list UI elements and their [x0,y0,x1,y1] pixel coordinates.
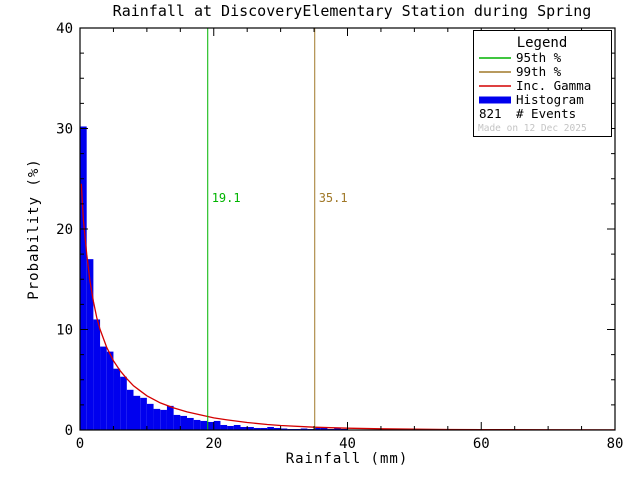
histogram-bar [240,426,248,430]
x-axis-label: Rainfall (mm) [286,451,409,467]
histogram-bar [160,409,167,430]
histogram-bar [334,428,341,430]
y-tick-label: 0 [65,423,73,439]
x-tick-label: 80 [607,436,624,452]
histogram-bar [93,319,101,430]
histogram-bar [220,424,228,430]
legend-box: Legend 95th % 99th % Inc. Gamma Histogra… [473,30,612,137]
histogram-bar [180,415,187,430]
histogram-bar [280,428,288,430]
histogram-bar [187,417,194,430]
histogram-bar [146,403,154,430]
histogram-bar [166,405,174,430]
legend-label-gamma: Inc. Gamma [516,78,591,93]
histogram-bar [260,427,268,430]
histogram-bar [133,395,141,430]
histogram-bar [213,420,221,430]
legend-label-99th: 99th % [516,64,562,79]
legend-title: Legend [517,35,568,51]
y-axis-label: Probability (%) [26,158,42,299]
legend-label-histogram: Histogram [516,92,584,107]
legend-border [473,30,612,137]
percentile-95-label: 19.1 [212,191,241,205]
histogram-bar [173,414,181,430]
histogram-bar [100,346,107,430]
axes: 0 20 40 60 80 0 10 20 30 40 [56,21,623,452]
histogram-bar [106,351,114,430]
histogram-bar [120,376,127,430]
x-tick-label: 40 [339,436,356,452]
legend-label-events: # Events [516,106,576,121]
y-tick-label: 10 [56,323,73,339]
chart-title: Rainfall at DiscoveryElementary Station … [113,2,592,20]
histogram-bar [193,419,201,430]
histogram-bar [253,427,261,430]
histogram-bars [80,126,348,431]
x-tick-label: 0 [76,436,84,452]
histogram-bar [126,389,134,430]
histogram-bar [86,259,94,430]
histogram-bar [273,427,281,430]
histogram-bar [153,408,161,430]
histogram-bar [300,428,308,430]
histogram-bar [113,368,121,430]
legend-label-95th: 95th % [516,50,562,65]
y-tick-label: 20 [56,222,73,238]
y-tick-label: 30 [56,122,73,138]
plot-area: 19.1 35.1 [80,28,616,431]
histogram-bar [267,426,274,430]
histogram-bar [200,420,208,430]
histogram-bar [320,427,328,430]
x-tick-label: 60 [473,436,490,452]
histogram-bar [80,126,87,431]
legend-events-count: 821 [479,106,502,121]
legend-watermark: Made on 12 Dec 2025 [478,123,587,134]
y-tick-label: 40 [56,21,73,37]
x-tick-label: 20 [205,436,222,452]
histogram-bar [140,397,147,430]
histogram-bar [227,425,234,430]
histogram-bar [314,427,321,430]
percentile-99-label: 35.1 [319,191,348,205]
histogram-bar [233,424,241,430]
histogram-bar [207,421,214,430]
histogram-bar [247,426,254,430]
